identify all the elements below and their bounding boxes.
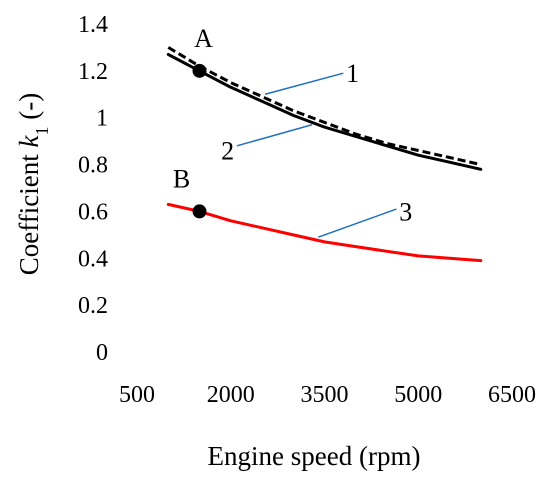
y-axis-title-prefix: Coefficient (14, 148, 44, 276)
y-tick-label-5: 1 (96, 106, 108, 132)
point-label-A: A (194, 24, 213, 53)
x-tick-labels: 500 2000 3500 5000 6500 (119, 382, 536, 408)
x-tick-label-2: 3500 (301, 382, 349, 408)
curve-label-1: 1 (346, 59, 359, 88)
x-axis-title: Engine speed (rpm) (208, 441, 421, 471)
series-line-3 (166, 202, 483, 263)
leader-lines (236, 72, 397, 238)
y-axis-title-var: k (14, 135, 44, 148)
x-tick-label-3: 5000 (394, 382, 442, 408)
y-tick-label-3: 0.6 (78, 199, 108, 225)
y-axis-title-sub: 1 (32, 127, 52, 136)
series-line-2 (166, 53, 483, 171)
y-axis-title: Coefficient k1 (-) (14, 93, 52, 275)
y-tick-label-4: 0.8 (78, 153, 108, 179)
leader-line-1 (264, 72, 344, 96)
y-tick-label-2: 0.4 (78, 246, 108, 272)
series-line-1 (167, 46, 482, 167)
y-tick-labels: 0 0.2 0.4 0.6 0.8 1 1.2 1.4 (78, 12, 108, 366)
marked-points: AB (173, 24, 213, 219)
x-tick-label-4: 6500 (488, 382, 536, 408)
point-marker-A (192, 63, 207, 78)
series-lines (166, 46, 483, 263)
y-tick-label-1: 0.2 (78, 293, 108, 319)
y-tick-label-7: 1.4 (78, 12, 108, 38)
point-marker-B (192, 204, 207, 219)
leader-line-3 (317, 208, 397, 238)
curve-label-2: 2 (221, 137, 234, 166)
x-tick-label-1: 2000 (207, 382, 255, 408)
curve-labels: 1 2 3 (221, 59, 412, 226)
y-axis-title-suffix: (-) (14, 93, 44, 127)
leader-line-2 (236, 124, 313, 147)
x-tick-label-0: 500 (119, 382, 155, 408)
y-tick-label-0: 0 (96, 340, 108, 366)
y-tick-label-6: 1.2 (78, 59, 108, 85)
curve-label-3: 3 (399, 197, 412, 226)
point-label-B: B (173, 164, 190, 193)
